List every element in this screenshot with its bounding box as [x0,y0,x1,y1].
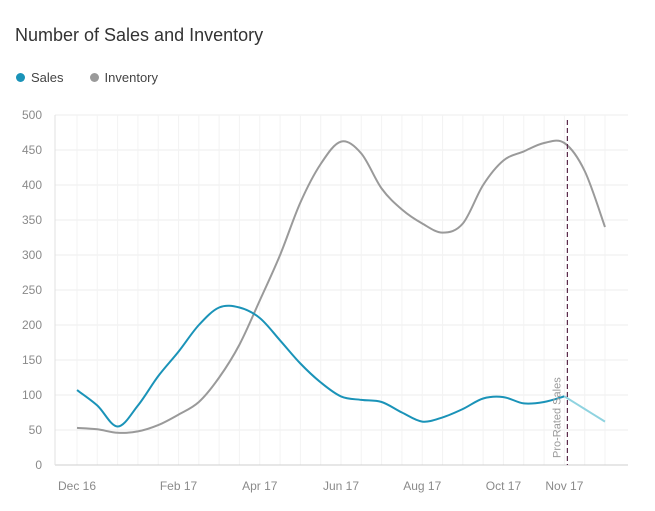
legend-item-inventory[interactable]: Inventory [89,70,159,85]
y-tick-label: 450 [22,143,42,157]
legend-label-sales: Sales [31,70,64,85]
y-tick-label: 150 [22,353,42,367]
y-tick-label: 250 [22,283,42,297]
x-tick-label: Oct 17 [486,479,522,493]
y-tick-label: 500 [22,108,42,122]
chart-legend: Sales Inventory [16,70,184,85]
legend-item-sales[interactable]: Sales [16,70,64,85]
x-tick-label: Dec 16 [58,479,96,493]
y-tick-label: 50 [29,423,43,437]
legend-marker-inventory [89,73,99,82]
x-tick-label: Feb 17 [160,479,198,493]
y-tick-label: 200 [22,318,42,332]
chart-title: Number of Sales and Inventory [15,25,264,45]
y-tick-label: 350 [22,213,42,227]
pro-rated-label: Pro-Rated Sales [551,377,563,458]
series-line-sales [76,304,565,428]
y-tick-label: 0 [35,458,42,472]
legend-marker-sales [16,73,25,82]
series-line-inventory [76,139,606,434]
legend-label-inventory: Inventory [104,70,159,85]
x-tick-label: Jun 17 [323,479,359,493]
x-tick-label: Nov 17 [545,479,583,493]
series-line-sales-pro-rated [563,395,606,423]
y-tick-label: 400 [22,178,42,192]
y-tick-label: 300 [22,248,42,262]
x-tick-label: Apr 17 [242,479,278,493]
y-tick-label: 100 [22,388,42,402]
x-tick-label: Aug 17 [403,479,441,493]
